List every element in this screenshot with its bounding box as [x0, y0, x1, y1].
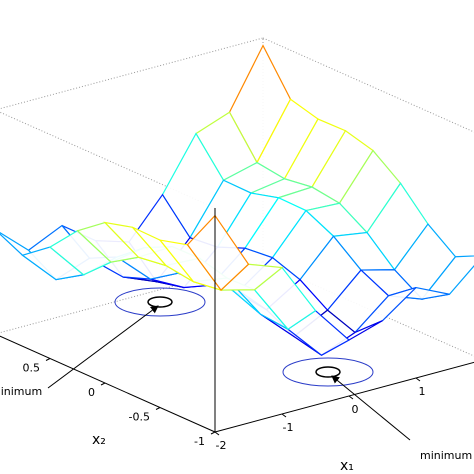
x-tick: [281, 413, 287, 418]
annotation-arrow: [331, 375, 411, 441]
contour: [282, 357, 374, 387]
mesh-cell: [186, 214, 250, 291]
box-edge: [0, 37, 264, 110]
annotation: minimum: [0, 385, 42, 398]
annotation-arrow: [47, 305, 159, 389]
y-tick: [100, 382, 106, 386]
y-tick: [210, 431, 216, 435]
y-axis-label: x₂: [92, 432, 106, 448]
x-axis-label: x₁: [340, 458, 354, 474]
y-tick: [155, 407, 161, 410]
y-tick-label: 0: [88, 386, 95, 399]
x-tick-label: -1: [283, 421, 294, 434]
surface: [0, 44, 474, 356]
y-tick-label: 0.5: [23, 362, 41, 375]
box-edge: [0, 111, 216, 209]
x-tick: [348, 395, 354, 400]
x-tick: [415, 377, 421, 382]
contour: [114, 287, 206, 317]
x-tick-label: 1: [419, 385, 426, 398]
y-tick: [45, 358, 51, 361]
y-tick-label: -1: [194, 435, 205, 448]
minimum-marker: [147, 296, 173, 308]
x-tick-label: -2: [216, 439, 227, 452]
annotation: minimum: [420, 449, 472, 462]
x-tick: [214, 431, 220, 436]
minimum-marker: [315, 366, 341, 378]
axis-line: [0, 335, 216, 433]
y-tick-label: -0.5: [129, 411, 150, 424]
axis-line: [214, 361, 474, 433]
box-edge: [262, 37, 474, 133]
x-tick-label: 0: [352, 403, 359, 416]
